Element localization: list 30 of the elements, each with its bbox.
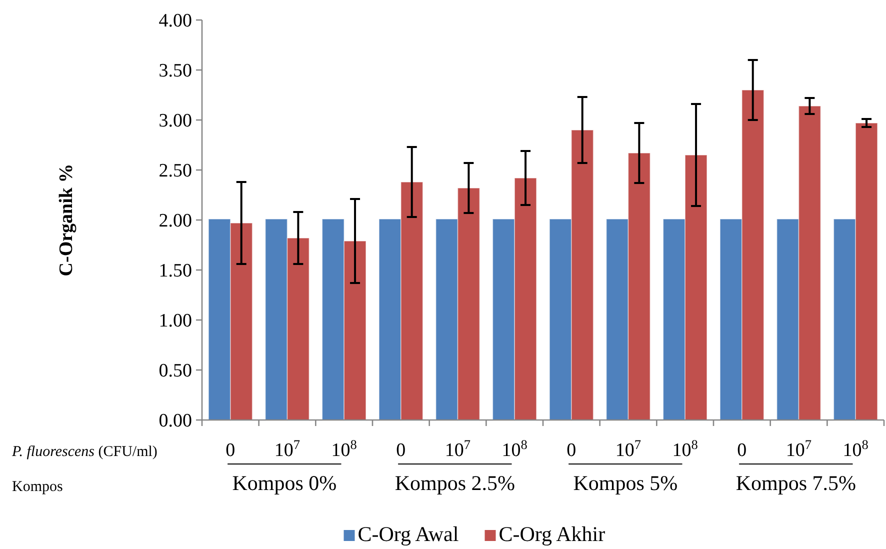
x-tick-label: 0 bbox=[396, 440, 406, 461]
x-tick-label: 10$^{7}$ bbox=[444, 436, 471, 461]
x-tick-label: 0 bbox=[737, 440, 747, 461]
y-tick-label: 0.00 bbox=[158, 410, 192, 432]
y-tick-label: 0.50 bbox=[158, 360, 192, 382]
text: Kompos 5% bbox=[573, 471, 678, 495]
legend-label: C-Org Akhir bbox=[498, 522, 606, 546]
x-axis-title: P. fluorescens (CFU/ml) bbox=[11, 444, 158, 460]
y-tick-label: 2.00 bbox=[158, 210, 192, 232]
x-tick-label: 10$^{8}$ bbox=[331, 436, 358, 461]
y-tick-label: 4.00 bbox=[158, 10, 192, 32]
x-tick-label: 10$^{8}$ bbox=[672, 436, 698, 461]
y-tick-label: 3.50 bbox=[158, 60, 192, 82]
x-tick-label: 10$^{7}$ bbox=[786, 436, 812, 461]
y-tick-label: 1.50 bbox=[158, 260, 192, 282]
x-tick-label: 0 bbox=[226, 440, 236, 461]
y-axis-title: C-Organik % bbox=[56, 164, 77, 276]
x-tick-label: 0 bbox=[566, 440, 576, 461]
x-tick-label: 10$^{7}$ bbox=[615, 436, 642, 461]
text: Kompos 2.5% bbox=[394, 471, 515, 495]
x-tick-label: 10$^{7}$ bbox=[274, 436, 300, 461]
x-tick-label: 10$^{8}$ bbox=[842, 436, 869, 461]
x-tick-label: 10$^{8}$ bbox=[502, 436, 528, 461]
text: Kompos 7.5% bbox=[736, 471, 856, 495]
y-tick-label: 3.00 bbox=[158, 110, 192, 132]
text: Kompos bbox=[12, 479, 63, 495]
legend-label: C-Org Awal bbox=[358, 522, 459, 546]
text: Kompos 0% bbox=[232, 471, 337, 495]
y-tick-label: 2.50 bbox=[158, 160, 192, 182]
y-tick-label: 1.00 bbox=[158, 310, 192, 332]
